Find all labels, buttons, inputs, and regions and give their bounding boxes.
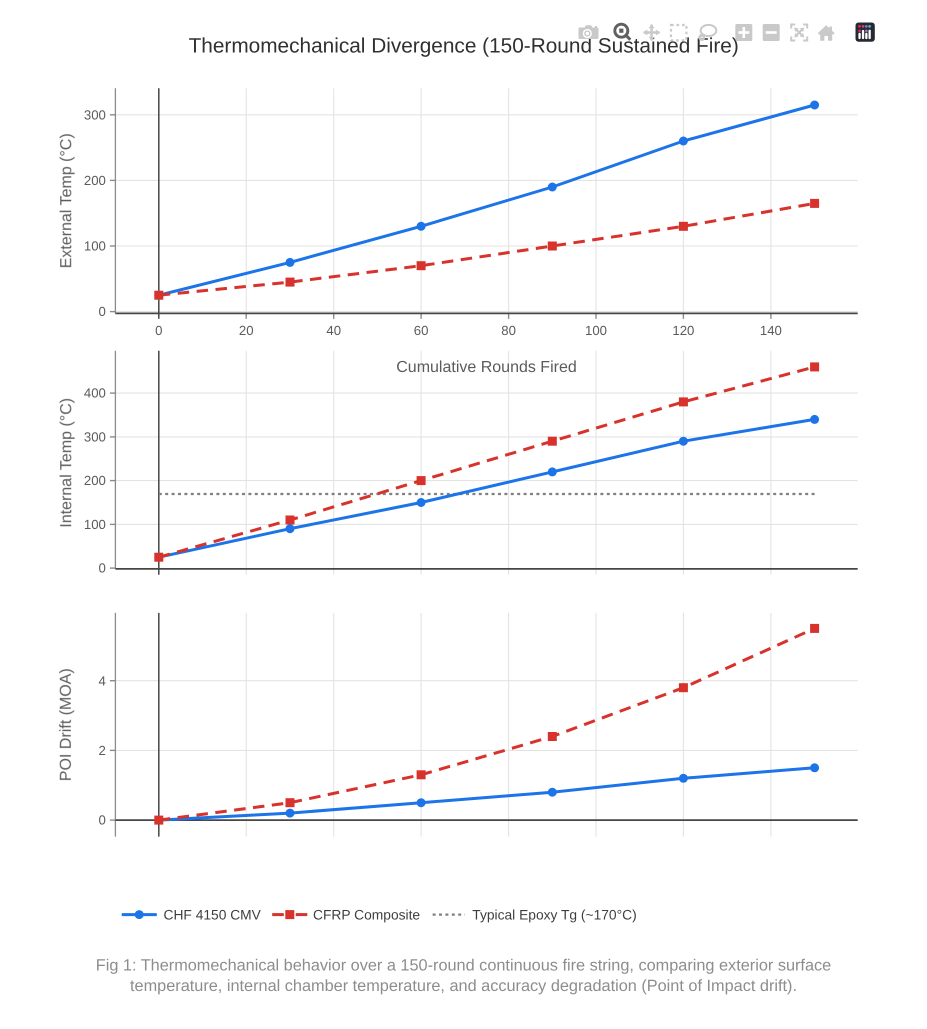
svg-text:60: 60 <box>414 323 429 338</box>
svg-text:Fig 1: Thermomechanical behavi: Fig 1: Thermomechanical behavior over a … <box>96 957 831 975</box>
svg-text:300: 300 <box>84 430 106 445</box>
svg-text:0: 0 <box>99 561 106 576</box>
svg-text:100: 100 <box>84 239 106 254</box>
svg-text:Thermomechanical Divergence (1: Thermomechanical Divergence (150-Round S… <box>189 35 739 58</box>
svg-text:4: 4 <box>99 673 106 688</box>
svg-text:2: 2 <box>99 743 106 758</box>
svg-text:200: 200 <box>84 173 106 188</box>
svg-text:20: 20 <box>239 323 254 338</box>
svg-text:CFRP Composite: CFRP Composite <box>313 907 420 922</box>
svg-text:POI Drift (MOA): POI Drift (MOA) <box>58 668 75 781</box>
svg-text:100: 100 <box>585 323 607 338</box>
svg-text:200: 200 <box>84 473 106 488</box>
svg-text:0: 0 <box>99 813 106 828</box>
svg-text:0: 0 <box>99 304 106 319</box>
svg-text:Cumulative Rounds Fired: Cumulative Rounds Fired <box>396 359 577 376</box>
svg-text:120: 120 <box>672 323 694 338</box>
svg-text:temperature, internal chamber: temperature, internal chamber temperatur… <box>130 977 797 995</box>
svg-text:100: 100 <box>84 517 106 532</box>
svg-text:80: 80 <box>501 323 516 338</box>
svg-text:Typical Epoxy Tg (~170°C): Typical Epoxy Tg (~170°C) <box>472 907 636 922</box>
svg-text:400: 400 <box>84 386 106 401</box>
svg-text:CHF 4150 CMV: CHF 4150 CMV <box>164 907 262 922</box>
svg-text:External Temp (°C): External Temp (°C) <box>58 133 75 268</box>
svg-text:0: 0 <box>155 323 162 338</box>
svg-text:140: 140 <box>760 323 782 338</box>
svg-text:300: 300 <box>84 107 106 122</box>
svg-text:Internal Temp (°C): Internal Temp (°C) <box>58 398 75 528</box>
svg-text:40: 40 <box>326 323 341 338</box>
